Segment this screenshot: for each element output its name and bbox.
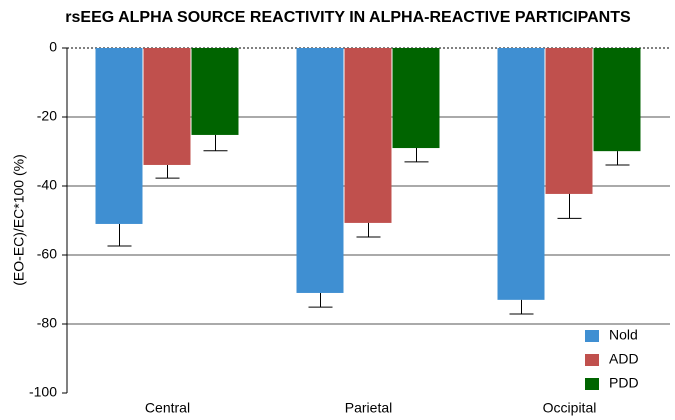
y-tick-label: -80 [37, 315, 57, 331]
legend-swatch [585, 378, 599, 390]
x-tick-label: Central [145, 400, 190, 416]
x-tick-label: Parietal [345, 400, 392, 416]
legend-label: Nold [609, 327, 638, 343]
chart-title: rsEEG ALPHA SOURCE REACTIVITY IN ALPHA-R… [65, 9, 631, 26]
legend-label: ADD [609, 351, 639, 367]
bar [545, 48, 593, 194]
bar [392, 48, 440, 149]
y-tick-label: -20 [37, 108, 57, 124]
bar [593, 48, 641, 152]
bar [344, 48, 392, 223]
bar [143, 48, 191, 165]
bar [296, 48, 344, 293]
y-tick-label: -60 [37, 246, 57, 262]
y-tick-label: -40 [37, 177, 57, 193]
bar [497, 48, 545, 300]
y-tick-label: 0 [49, 39, 57, 55]
x-tick-label: Occipital [543, 400, 597, 416]
legend-label: PDD [609, 375, 639, 391]
legend-swatch [585, 330, 599, 342]
legend-swatch [585, 354, 599, 366]
y-axis-label: (EO-EC)/EC*100 (%) [11, 154, 27, 285]
bar [95, 48, 143, 224]
bar [191, 48, 239, 135]
y-tick-label: -100 [29, 384, 57, 400]
